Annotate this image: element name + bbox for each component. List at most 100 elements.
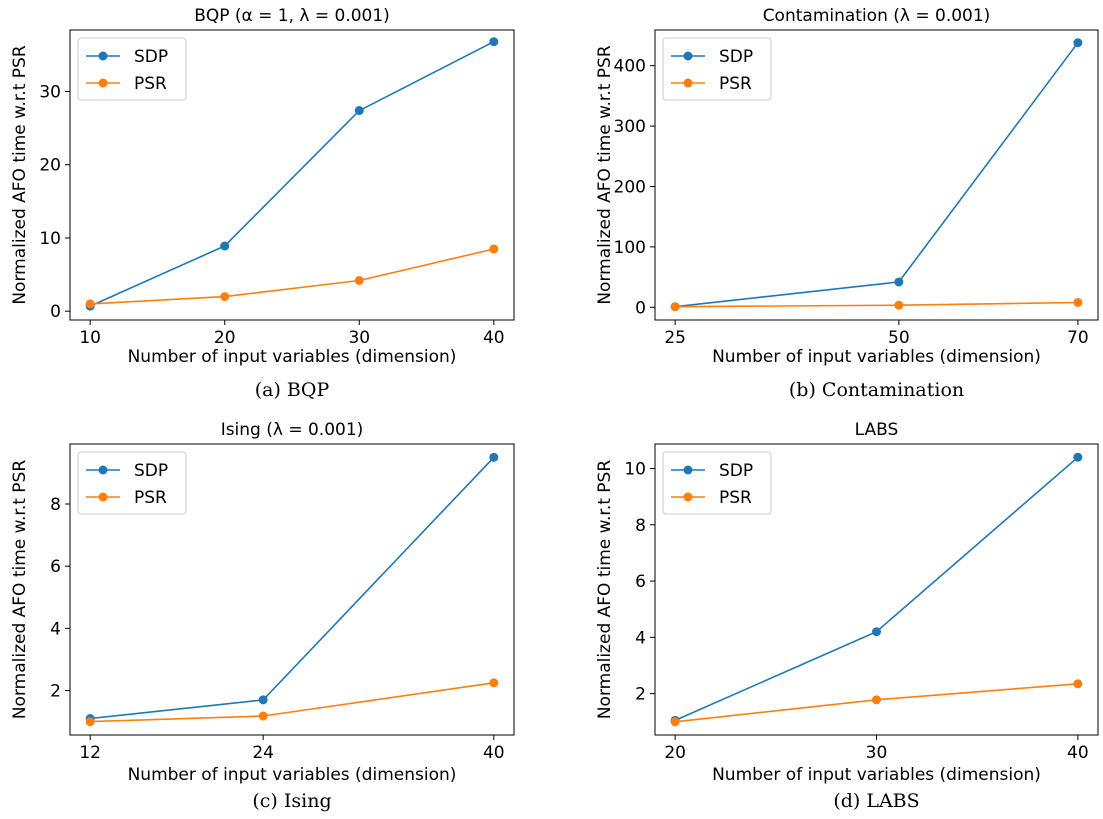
legend-box <box>77 451 187 515</box>
figure-caption: (a) BQP <box>255 379 330 401</box>
y-tick-label: 8 <box>50 495 61 515</box>
legend-marker-psr <box>98 78 108 88</box>
x-axis-label: Number of input variables (dimension) <box>712 347 1041 367</box>
y-tick-label: 0 <box>635 298 646 318</box>
data-point-psr <box>489 678 499 688</box>
legend-marker-sdp <box>98 51 108 61</box>
plot-frame <box>69 29 515 321</box>
legend-label-psr: PSR <box>719 488 752 508</box>
data-point-psr <box>1073 297 1083 307</box>
legend-marker-sdp <box>683 465 693 475</box>
data-point-sdp <box>894 277 904 287</box>
data-point-psr <box>872 695 881 705</box>
x-tick-label: 30 <box>866 743 888 763</box>
chart-title: BQP (α = 1, λ = 0.001) <box>194 6 390 26</box>
data-point-psr <box>258 711 268 721</box>
x-tick-label: 25 <box>664 328 686 348</box>
data-point-psr <box>85 717 95 727</box>
data-point-sdp <box>258 695 268 705</box>
legend-label-sdp: SDP <box>719 461 753 481</box>
chart-title: Contamination (λ = 0.001) <box>763 6 991 26</box>
y-tick-label: 6 <box>635 572 646 592</box>
data-point-sdp <box>489 37 499 47</box>
series-line-psr <box>675 301 1078 308</box>
legend-marker-psr <box>683 492 693 502</box>
y-tick-label: 2 <box>635 685 646 705</box>
x-tick-label: 10 <box>79 328 101 348</box>
figure-caption: (b) Contamination <box>789 379 964 401</box>
legend-marker-psr <box>683 78 693 88</box>
legend-label-psr: PSR <box>719 74 752 94</box>
data-point-sdp <box>872 627 881 637</box>
x-tick-label: 40 <box>483 743 505 763</box>
plot-frame <box>69 443 515 736</box>
x-tick-label: 12 <box>79 743 101 763</box>
series-line-sdp <box>89 40 495 307</box>
plot-frame <box>654 443 1099 736</box>
legend-marker-sdp <box>683 51 693 61</box>
y-axis-label: Normalized AFO time w.r.t PSR <box>595 460 615 720</box>
x-axis-label: Number of input variables (dimension) <box>712 765 1041 785</box>
data-point-psr <box>670 302 680 312</box>
legend-label-sdp: SDP <box>719 47 753 67</box>
x-axis-label: Number of input variables (dimension) <box>128 765 457 785</box>
series-line-psr <box>90 248 494 305</box>
y-tick-label: 10 <box>39 229 61 249</box>
y-tick-label: 20 <box>39 156 61 176</box>
legend-marker-psr <box>98 492 108 502</box>
y-tick-label: 30 <box>39 83 61 103</box>
data-point-psr <box>489 244 499 254</box>
x-tick-label: 20 <box>214 328 236 348</box>
legend-label-sdp: SDP <box>134 461 168 481</box>
chart-title: Ising (λ = 0.001) <box>221 420 364 440</box>
y-tick-label: 8 <box>635 516 646 536</box>
y-axis-label: Normalized AFO time w.r.t PSR <box>595 45 615 305</box>
legend-box <box>662 37 772 101</box>
y-tick-label: 200 <box>614 177 646 197</box>
x-tick-label: 70 <box>1067 328 1089 348</box>
x-axis-label: Number of input variables (dimension) <box>128 347 457 367</box>
x-tick-label: 24 <box>252 743 274 763</box>
series-line-psr <box>90 682 494 723</box>
y-tick-label: 100 <box>614 238 646 258</box>
legend-marker-sdp <box>98 465 108 475</box>
legend-box <box>662 451 772 515</box>
figure-caption: (d) LABS <box>833 790 919 812</box>
data-point-psr <box>354 275 364 285</box>
y-tick-label: 2 <box>50 682 61 702</box>
y-tick-label: 400 <box>614 57 646 77</box>
y-tick-label: 300 <box>614 117 646 137</box>
x-tick-label: 50 <box>888 328 910 348</box>
x-tick-label: 30 <box>348 328 370 348</box>
chart-panel-4: LABS 20 30 40 2 4 6 8 10 Number of input variable… <box>595 420 1099 812</box>
x-tick-label: 40 <box>1067 743 1089 763</box>
data-point-sdp <box>1073 38 1083 48</box>
y-axis-label: Normalized AFO time w.r.t PSR <box>10 460 30 720</box>
y-tick-label: 6 <box>50 557 61 577</box>
data-point-psr <box>894 300 904 310</box>
data-point-psr <box>220 292 230 302</box>
data-point-psr <box>1073 679 1083 689</box>
y-axis-label: Normalized AFO time w.r.t PSR <box>10 45 30 305</box>
legend-label-psr: PSR <box>134 74 167 94</box>
chart-panel-1: BQP (α = 1, λ = 0.001)10 20 30 400102030Num… <box>10 6 515 401</box>
data-point-sdp <box>1073 452 1083 462</box>
x-tick-label: 40 <box>483 328 505 348</box>
data-point-sdp <box>220 241 230 251</box>
x-tick-label: 20 <box>664 743 686 763</box>
y-tick-label: 4 <box>635 628 646 648</box>
data-point-psr <box>670 717 680 727</box>
figure-caption: (c) Ising <box>252 790 331 812</box>
legend-label-psr: PSR <box>134 488 167 508</box>
data-point-sdp <box>354 106 364 116</box>
data-point-psr <box>85 299 95 309</box>
data-point-sdp <box>489 452 499 462</box>
legend-label-sdp: SDP <box>134 47 168 67</box>
y-tick-label: 4 <box>50 619 61 639</box>
y-tick-label: 10 <box>624 459 646 479</box>
chart-title: LABS <box>855 420 899 440</box>
plot-frame <box>654 29 1099 321</box>
chart-panel-2: Contamination (λ = 0.001) 25 50 70 0 100 200 30… <box>595 6 1099 401</box>
